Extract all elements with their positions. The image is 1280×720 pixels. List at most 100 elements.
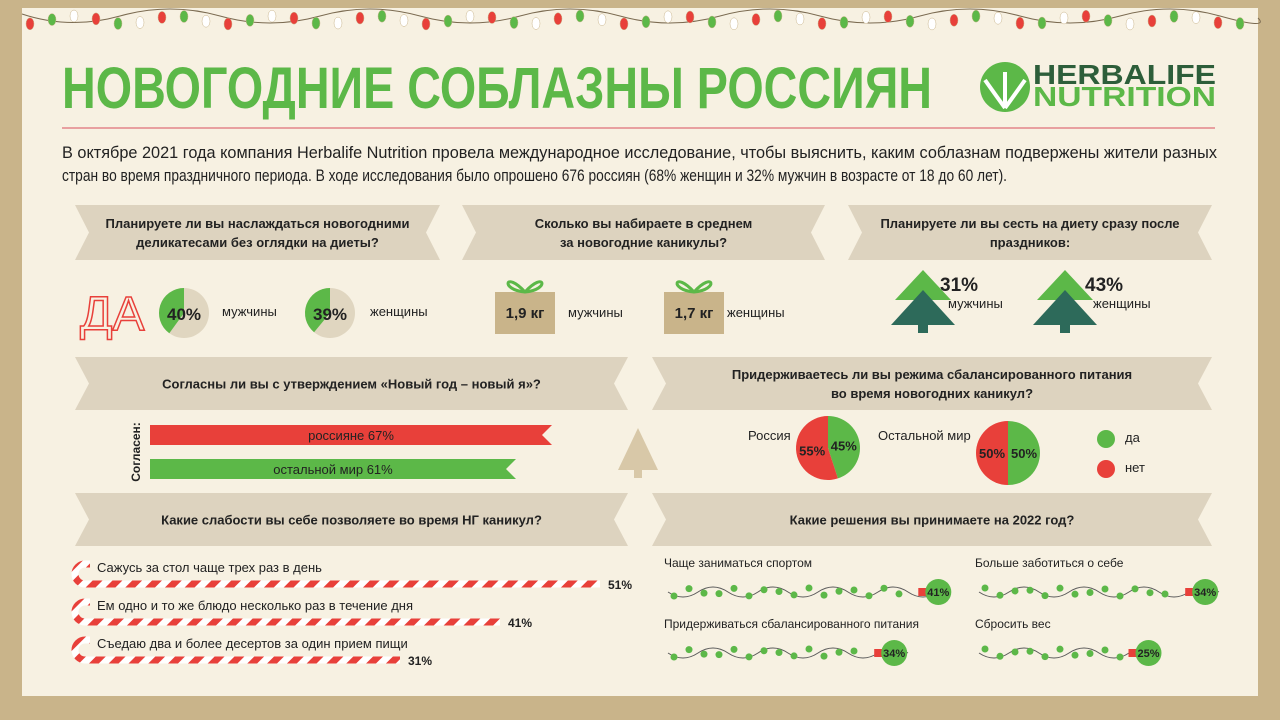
light-bulb: [817, 17, 827, 30]
bar-label: россияне 67%: [308, 428, 394, 443]
garland-bulb: [715, 651, 723, 659]
logo-leaf: [983, 72, 1027, 110]
light-bulb: [971, 9, 981, 23]
light-bulb: [355, 11, 365, 25]
light-bulb: [993, 11, 1003, 25]
garland-bulb: [805, 584, 813, 592]
light-bulb: [311, 16, 321, 30]
light-bulb: [883, 10, 893, 23]
light-bulb: [465, 10, 475, 23]
pie-slice: [159, 288, 184, 334]
question: Какие решения вы принимаете на 2022 год?: [790, 513, 1075, 528]
question: Какие слабости вы себе позволяете во вре…: [161, 513, 542, 528]
light-bulb: [861, 11, 871, 24]
garland-bulb: [981, 645, 989, 653]
light-bulb: [751, 13, 761, 26]
light-bulb: [245, 14, 255, 27]
garland-bulb: [685, 585, 693, 593]
item-value: 34%: [883, 648, 905, 660]
pie-slice: [304, 288, 330, 333]
question: Планируете ли вы наслаждаться новогодним…: [106, 216, 410, 231]
tree-bottom: [891, 290, 955, 325]
question-banner: [652, 493, 1212, 546]
question-banner: [75, 205, 440, 260]
light-bulb: [949, 14, 959, 27]
garland-bulb: [1071, 590, 1079, 598]
logo-text: NUTRITION: [1033, 81, 1216, 112]
garland-bulb: [835, 648, 843, 656]
question-banner: [75, 493, 628, 546]
light-bulb: [1213, 16, 1223, 29]
light-bulb: [1037, 16, 1047, 30]
light-bulb: [69, 9, 79, 23]
legend-marker: [1097, 430, 1115, 448]
item-value: 25%: [1137, 648, 1159, 660]
garland-bulb: [1071, 651, 1079, 659]
light-bulb: [575, 9, 585, 23]
item-value: 34%: [1194, 587, 1216, 599]
light-bulb: [157, 11, 167, 24]
group-label: женщины: [370, 304, 428, 319]
garland-clip: [918, 588, 927, 596]
garland-bulb: [760, 586, 768, 594]
question: праздников:: [990, 235, 1070, 250]
light-bulb: [377, 9, 387, 23]
intro: В октябре 2021 года компания Herbalife N…: [62, 143, 1217, 162]
gift-box: [495, 292, 555, 334]
bar: [150, 425, 552, 445]
garland-bulb: [790, 652, 798, 660]
garland-end: [881, 640, 908, 666]
garland-bulb: [1056, 584, 1064, 592]
legend-label: да: [1125, 430, 1141, 445]
pie-label: 39%: [313, 305, 347, 324]
garland: [978, 586, 1220, 598]
light-bulb: [487, 11, 497, 24]
garland-clip: [1185, 588, 1194, 596]
light-bulb: [1103, 14, 1113, 27]
garland-bulb: [1101, 585, 1109, 593]
garland-bulb: [670, 592, 678, 600]
garland-bulb: [745, 653, 753, 661]
garland-bulb: [1101, 646, 1109, 654]
item-value: 41%: [508, 616, 532, 630]
light-bulb: [1235, 17, 1245, 30]
light-bulb: [113, 17, 123, 30]
light-bulb: [641, 15, 651, 29]
question: за новогодние каникулы?: [560, 235, 727, 250]
light-bulb: [1015, 16, 1025, 30]
light-bulb: [47, 13, 57, 26]
light-bulb: [289, 11, 299, 25]
gift-bow: [675, 280, 713, 294]
gift-label: 1,9 кг: [506, 305, 545, 322]
pie-slice: [796, 416, 838, 481]
light-bulb: [553, 12, 563, 26]
light-bulb: [597, 13, 607, 26]
light-bulb: [135, 16, 145, 29]
cane-hook: [71, 560, 90, 588]
light-bulb: [1125, 17, 1135, 31]
group-label: мужчины: [948, 296, 1003, 311]
pie-label: 55%: [799, 444, 825, 459]
pie-slice: [1008, 421, 1040, 485]
light-bulb: [707, 15, 717, 29]
garland-bulb: [850, 647, 858, 655]
garland-bulb: [685, 646, 693, 654]
pie-name: Россия: [748, 428, 791, 443]
garland-bulb: [880, 584, 888, 592]
cane-bar: [90, 580, 600, 588]
garland-bulb: [730, 645, 738, 653]
pie-label: 40%: [167, 305, 201, 324]
gift-bow: [506, 280, 544, 294]
pie-label: 50%: [979, 446, 1005, 461]
light-bulb: [267, 9, 277, 23]
item-text: Сбросить вес: [975, 617, 1051, 631]
garland-bulb: [820, 591, 828, 599]
question-banner: [462, 205, 825, 260]
garland-bulb: [1086, 650, 1094, 658]
item-text: Чаще заниматься спортом: [664, 556, 812, 570]
garland-bulb: [1041, 592, 1049, 600]
cane-hook: [71, 598, 90, 626]
tree-trunk: [1060, 325, 1070, 333]
light-bulb: [399, 14, 409, 27]
light-bulb: [509, 16, 519, 29]
